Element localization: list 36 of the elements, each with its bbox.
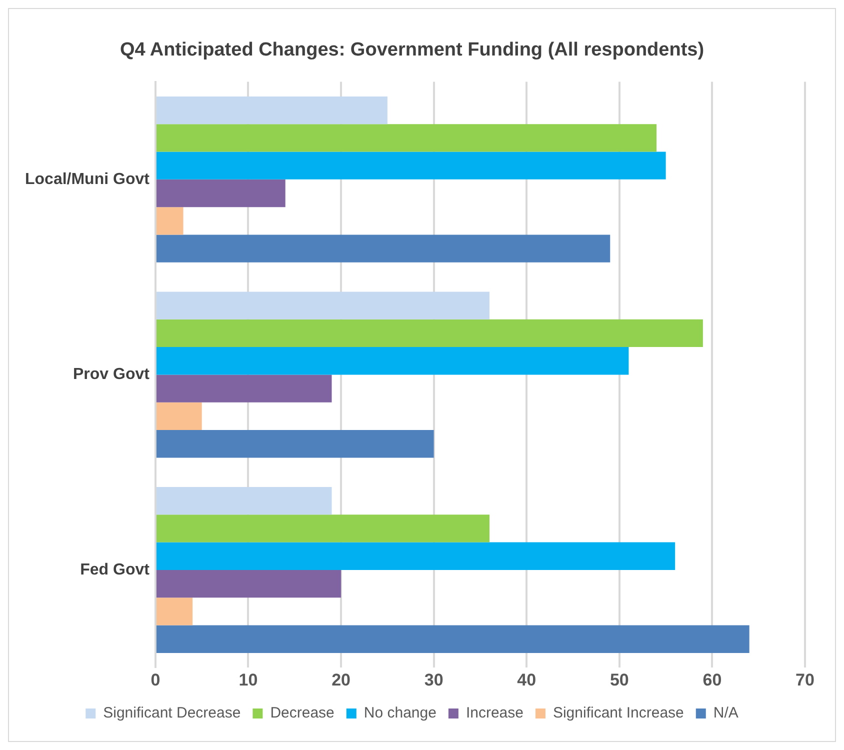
- bar: [156, 625, 750, 653]
- bar: [156, 347, 629, 375]
- bar: [156, 514, 490, 542]
- x-tick-label: 40: [517, 670, 536, 690]
- bar: [156, 292, 490, 320]
- bar: [156, 542, 676, 570]
- x-tick-label: 60: [702, 670, 722, 690]
- bar: [156, 124, 657, 152]
- bar: [156, 179, 286, 208]
- bar: [156, 234, 610, 262]
- bar: [156, 152, 666, 180]
- bar: [156, 402, 202, 430]
- bar: [156, 96, 388, 124]
- y-tick-label: Fed Govt: [80, 561, 150, 578]
- bar: [156, 486, 332, 515]
- chart-title: Q4 Anticipated Changes: Government Funding (All respondents): [120, 40, 704, 61]
- bar: [156, 207, 184, 235]
- legend-label: No change: [364, 704, 436, 722]
- bar: [156, 374, 332, 402]
- legend-label: Significant Increase: [552, 704, 684, 722]
- x-tick-label: 10: [238, 670, 258, 690]
- legend-label: Increase: [466, 704, 524, 722]
- x-tick-label: 70: [796, 670, 814, 690]
- x-tick-label: 0: [150, 670, 160, 690]
- y-tick-label: Local/Muni Govt: [24, 170, 150, 188]
- bar: [156, 319, 703, 348]
- x-tick-label: 50: [610, 670, 629, 690]
- legend-label: N/A: [713, 704, 738, 722]
- y-tick-label: Prov Govt: [72, 366, 150, 384]
- bar: [156, 570, 342, 598]
- x-tick-label: 30: [424, 670, 444, 690]
- bar: [156, 598, 193, 626]
- x-tick-label: 20: [332, 670, 350, 690]
- legend-label: Decrease: [270, 704, 334, 722]
- bar: [156, 430, 434, 458]
- legend-label: Significant Decrease: [103, 704, 241, 722]
